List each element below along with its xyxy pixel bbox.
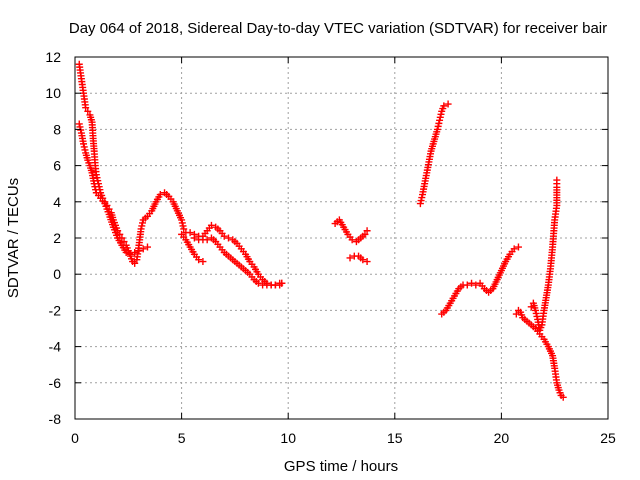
y-axis-label: SDTVAR / TECUs — [5, 178, 22, 298]
data-point — [199, 258, 207, 266]
data-point — [254, 279, 262, 287]
data-point — [553, 176, 561, 184]
y-tick-label: -6 — [49, 375, 62, 391]
x-axis-ticks: 0 5 10 15 20 25 — [71, 57, 616, 446]
data-point — [512, 310, 520, 318]
y-tick-label: 2 — [53, 230, 61, 246]
data-point — [195, 256, 203, 264]
data-point — [363, 227, 371, 235]
data-point — [116, 230, 124, 238]
data-point — [472, 281, 480, 289]
y-tick-label: -2 — [49, 302, 62, 318]
chart-title: Day 064 of 2018, Sidereal Day-to-day VTE… — [69, 20, 607, 37]
data-point — [363, 258, 371, 266]
data-point — [444, 100, 452, 108]
data-point — [359, 256, 367, 264]
x-tick-label: 25 — [600, 430, 616, 446]
y-axis-ticks: -8 -6 -4 -2 0 2 4 6 8 10 12 — [45, 49, 608, 427]
y-tick-label: 6 — [53, 158, 61, 174]
data-point — [139, 245, 147, 253]
data-point — [514, 243, 522, 251]
data-point — [440, 102, 448, 110]
data-point — [131, 259, 139, 267]
data-point — [346, 254, 354, 262]
data-point — [510, 245, 518, 253]
data-point — [225, 234, 233, 242]
data-point — [207, 221, 215, 229]
y-tick-label: -8 — [49, 411, 62, 427]
data-point — [271, 281, 279, 289]
grid — [75, 57, 608, 419]
data-point — [135, 247, 143, 255]
x-tick-label: 0 — [71, 430, 79, 446]
data-point — [220, 232, 228, 240]
data-point — [361, 230, 369, 238]
y-tick-label: 8 — [53, 121, 61, 137]
y-tick-label: 0 — [53, 266, 61, 282]
data-point — [84, 107, 92, 115]
data-point — [348, 236, 356, 244]
data-point — [122, 248, 130, 256]
data-point — [190, 234, 198, 242]
data-marks — [75, 60, 567, 401]
x-tick-label: 15 — [387, 430, 403, 446]
x-tick-label: 5 — [178, 430, 186, 446]
data-point — [131, 248, 139, 256]
y-tick-label: -4 — [49, 339, 62, 355]
x-tick-label: 10 — [280, 430, 296, 446]
data-point — [203, 236, 211, 244]
y-tick-label: 4 — [53, 194, 61, 210]
x-tick-label: 20 — [494, 430, 510, 446]
y-tick-label: 12 — [45, 49, 61, 65]
data-point — [186, 229, 194, 237]
data-point — [82, 104, 90, 112]
data-point — [156, 191, 164, 199]
data-point — [143, 243, 151, 251]
data-point — [559, 393, 567, 401]
x-axis-label: GPS time / hours — [284, 458, 398, 475]
y-tick-label: 10 — [45, 85, 61, 101]
data-point — [120, 238, 128, 246]
data-point — [126, 250, 134, 258]
data-point — [468, 279, 476, 287]
data-point — [463, 281, 471, 289]
data-point — [180, 225, 188, 233]
data-point — [278, 279, 286, 287]
